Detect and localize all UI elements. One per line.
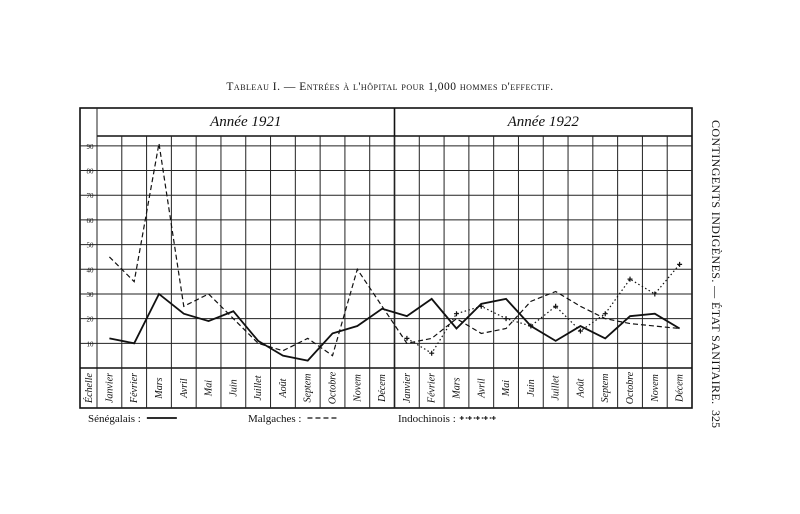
point-marker bbox=[503, 316, 509, 322]
legend-marker bbox=[459, 416, 464, 420]
legend-label: Malgaches : bbox=[248, 413, 301, 425]
x-tick-label: Novem bbox=[650, 374, 661, 403]
point-marker bbox=[652, 291, 658, 297]
point-marker bbox=[677, 261, 683, 267]
x-tick-label: Juillet bbox=[253, 375, 264, 400]
y-axis-label: Échelle bbox=[83, 372, 95, 404]
y-tick-label: 20 bbox=[87, 316, 95, 324]
point-marker bbox=[429, 350, 435, 356]
running-header: CONTINGENTS INDIGÈNES. — ÉTAT SANITAIRE. bbox=[709, 120, 723, 405]
year-label: Année 1921 bbox=[209, 114, 281, 130]
point-marker bbox=[602, 311, 608, 317]
legend-label: Sénégalais : bbox=[88, 413, 141, 425]
x-tick-label: Novem bbox=[352, 374, 363, 403]
point-marker bbox=[528, 323, 534, 329]
legend-marker bbox=[467, 416, 472, 420]
legend-label: Indochinois : bbox=[398, 413, 456, 425]
x-tick-label: Septem bbox=[600, 374, 611, 403]
x-tick-label: Février bbox=[427, 373, 438, 404]
x-tick-label: Janvier bbox=[402, 373, 413, 403]
legend-marker bbox=[491, 416, 496, 420]
x-tick-label: Août bbox=[278, 378, 289, 398]
x-tick-label: Avril bbox=[179, 378, 190, 399]
x-tick-label: Juillet bbox=[551, 375, 562, 400]
chart-title: Tableau I. — Entrées à l'hôpital pour 1,… bbox=[226, 81, 553, 93]
series-line bbox=[108, 143, 680, 357]
legend-marker bbox=[475, 416, 480, 420]
x-tick-label: Février bbox=[129, 373, 140, 404]
point-marker bbox=[478, 303, 484, 309]
y-tick-label: 10 bbox=[87, 340, 95, 348]
x-tick-label: Mars bbox=[451, 377, 462, 399]
x-tick-label: Décem bbox=[377, 374, 388, 403]
x-tick-label: Mai bbox=[501, 380, 512, 397]
page-number: 325 bbox=[709, 410, 723, 428]
point-marker bbox=[453, 311, 459, 317]
point-marker bbox=[553, 303, 559, 309]
point-marker bbox=[404, 335, 410, 341]
legend-marker bbox=[483, 416, 488, 420]
y-tick-label: 60 bbox=[87, 217, 95, 225]
x-tick-label: Mars bbox=[154, 377, 165, 399]
year-label: Année 1922 bbox=[507, 114, 580, 130]
y-tick-label: 40 bbox=[87, 266, 95, 274]
x-tick-label: Mai bbox=[204, 380, 215, 397]
point-marker bbox=[627, 276, 633, 282]
x-tick-label: Décem bbox=[675, 374, 686, 403]
y-tick-label: 80 bbox=[87, 168, 95, 176]
y-tick-label: 50 bbox=[87, 242, 95, 250]
y-tick-label: 70 bbox=[87, 192, 95, 200]
chart-frame bbox=[79, 107, 693, 409]
x-tick-label: Octobre bbox=[328, 371, 339, 404]
x-tick-label: Juin bbox=[526, 379, 537, 396]
x-tick-label: Octobre bbox=[625, 371, 636, 404]
series-line bbox=[109, 292, 681, 362]
y-tick-label: 30 bbox=[87, 291, 95, 299]
x-tick-label: Août bbox=[575, 378, 586, 398]
x-tick-label: Janvier bbox=[104, 373, 115, 403]
x-tick-label: Juin bbox=[228, 379, 239, 396]
x-tick-label: Avril bbox=[476, 378, 487, 399]
point-marker bbox=[577, 328, 583, 334]
x-tick-label: Septem bbox=[303, 374, 314, 403]
y-tick-label: 90 bbox=[87, 143, 95, 151]
